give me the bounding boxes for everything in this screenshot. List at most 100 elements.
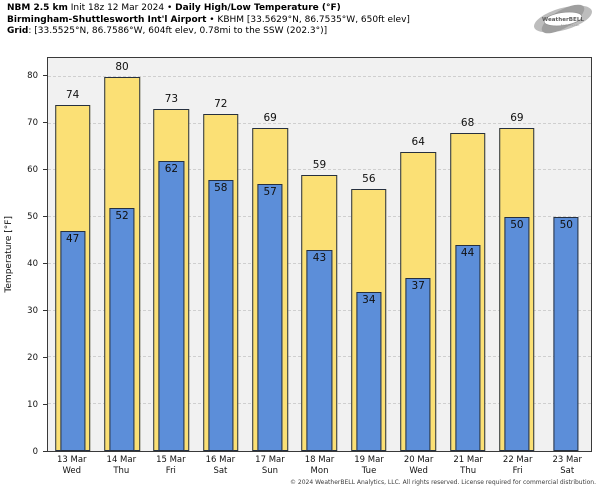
- low-bar: [158, 160, 184, 451]
- x-tick-label: 21 Mar Thu: [443, 455, 493, 476]
- x-tick-date: 14 Mar: [106, 455, 137, 465]
- gridline: [48, 75, 591, 77]
- bar-group: 68 44: [443, 58, 492, 451]
- x-tick-day: Sat: [560, 465, 575, 476]
- gridline: [48, 169, 591, 171]
- x-axis-labels: 13 Mar Wed 14 Mar Thu 15 Mar Fri 16 Mar Sat 17 M…: [47, 455, 592, 476]
- x-tick-label: 13 Mar Wed: [47, 455, 97, 476]
- chart-title-line: NBM 2.5 km Init 18z 12 Mar 2024 • Daily …: [7, 3, 410, 15]
- bar-group: 69 50: [492, 58, 541, 451]
- y-tick-label: 30: [27, 305, 38, 316]
- x-tick-day: Wed: [62, 465, 82, 476]
- bar-group: 73 62: [147, 58, 196, 451]
- gridline: [48, 122, 591, 124]
- low-bar: [553, 217, 579, 451]
- high-value-label: 73: [164, 93, 179, 106]
- x-tick-date: 15 Mar: [156, 455, 186, 465]
- x-tick-date: 17 Mar: [255, 455, 285, 465]
- low-value-label: 62: [164, 162, 179, 175]
- low-value-label: 52: [115, 209, 129, 222]
- low-bar: [504, 217, 530, 451]
- high-value-label: 64: [411, 135, 425, 148]
- y-tick-mark: [43, 121, 47, 123]
- low-value-label: 37: [411, 279, 425, 292]
- y-tick-mark: [43, 356, 47, 358]
- low-bar: [306, 249, 333, 451]
- x-tick-day: Sat: [213, 465, 228, 476]
- y-tick-mark: [43, 74, 47, 76]
- low-bar: [405, 277, 431, 451]
- low-value-label: 44: [460, 247, 475, 260]
- x-tick-date: 23 Mar: [552, 455, 583, 465]
- x-tick-label: 17 Mar Sun: [245, 455, 295, 476]
- station-line: Birmingham-Shuttlesworth Int'l Airport •…: [7, 15, 410, 27]
- bar-group: 72 58: [196, 58, 245, 451]
- model-name: NBM 2.5 km: [7, 3, 68, 13]
- bar-group: 64 37: [394, 58, 443, 451]
- y-tick-label: 10: [27, 399, 38, 410]
- parameter-name: Daily High/Low Temperature (°F): [175, 3, 341, 13]
- low-value-label: 43: [312, 251, 327, 264]
- x-tick-label: 20 Mar Wed: [394, 455, 444, 476]
- y-tick-label: 20: [27, 352, 38, 363]
- grid-label: Grid: [7, 26, 29, 36]
- station-name: Birmingham-Shuttlesworth Int'l Airport: [7, 14, 207, 25]
- low-bar: [109, 207, 135, 451]
- x-tick-label: 19 Mar Tue: [344, 455, 394, 476]
- y-tick-label: 60: [27, 164, 38, 175]
- y-tick-mark: [43, 215, 47, 217]
- x-tick-label: 16 Mar Sat: [196, 455, 246, 476]
- x-tick-date: 16 Mar: [205, 455, 236, 465]
- y-tick-mark: [43, 262, 47, 264]
- init-time: Init 18z 12 Mar 2024 •: [67, 3, 176, 13]
- high-value-label: 80: [115, 60, 129, 73]
- x-tick-date: 18 Mar: [304, 455, 335, 465]
- y-tick-label: 80: [27, 70, 38, 81]
- high-value-label: 59: [312, 158, 327, 171]
- y-tick-mark: [43, 451, 47, 452]
- low-value-label: 34: [362, 293, 376, 306]
- x-tick-label: 23 Mar Sat: [542, 455, 592, 476]
- grid-coords: : [33.5525°N, 86.7586°W, 604ft elev, 0.7…: [28, 26, 328, 36]
- x-tick-label: 22 Mar Fri: [493, 455, 543, 476]
- x-tick-date: 19 Mar: [354, 455, 384, 465]
- y-tick-label: 50: [27, 211, 38, 222]
- bar-group: 50: [542, 58, 591, 451]
- low-value-label: 58: [214, 181, 228, 194]
- hurricane-swirl-icon: [534, 4, 592, 34]
- x-tick-date: 22 Mar: [502, 455, 533, 465]
- x-tick-day: Thu: [113, 465, 130, 476]
- y-tick-label: 0: [32, 447, 38, 457]
- x-tick-label: 14 Mar Thu: [97, 455, 147, 476]
- x-tick-day: Sun: [261, 465, 279, 476]
- y-tick-mark: [43, 309, 47, 311]
- low-bar: [454, 245, 481, 451]
- logo-text: WeatherBELL: [542, 17, 584, 23]
- x-tick-date: 13 Mar: [56, 455, 87, 465]
- x-tick-date: 21 Mar: [453, 455, 483, 465]
- x-tick-day: Fri: [512, 465, 523, 476]
- x-tick-day: Fri: [165, 465, 176, 476]
- bar-group: 80 52: [97, 58, 146, 451]
- station-coords: • KBHM [33.5629°N, 86.7535°W, 650ft elev…: [206, 14, 410, 25]
- x-tick-day: Thu: [460, 465, 477, 476]
- low-bar: [356, 291, 382, 451]
- y-tick-mark: [43, 168, 47, 170]
- high-value-label: 69: [263, 112, 277, 125]
- x-tick-date: 20 Mar: [403, 455, 434, 465]
- plot-area: 74 47 80 52 73 62 72 58 69 57 59 43 56 34 64 37 68 44 69 50…: [47, 57, 592, 452]
- high-value-label: 68: [460, 116, 475, 129]
- high-value-label: 56: [362, 173, 376, 186]
- grid-line: Grid: [33.5525°N, 86.7586°W, 604ft elev,…: [7, 26, 410, 38]
- low-bar: [60, 231, 86, 451]
- low-value-label: 47: [65, 233, 80, 246]
- y-axis: 0 10 20 30 40 50 60 70 80: [0, 57, 47, 457]
- bar-group: 74 47: [48, 58, 97, 451]
- y-tick-label: 40: [27, 258, 38, 269]
- x-tick-day: Tue: [361, 465, 377, 476]
- logo-subtext: Analytics LLC: [561, 23, 580, 27]
- low-bar: [208, 179, 234, 451]
- bar-group: 59 43: [295, 58, 344, 451]
- x-tick-day: Wed: [409, 465, 428, 476]
